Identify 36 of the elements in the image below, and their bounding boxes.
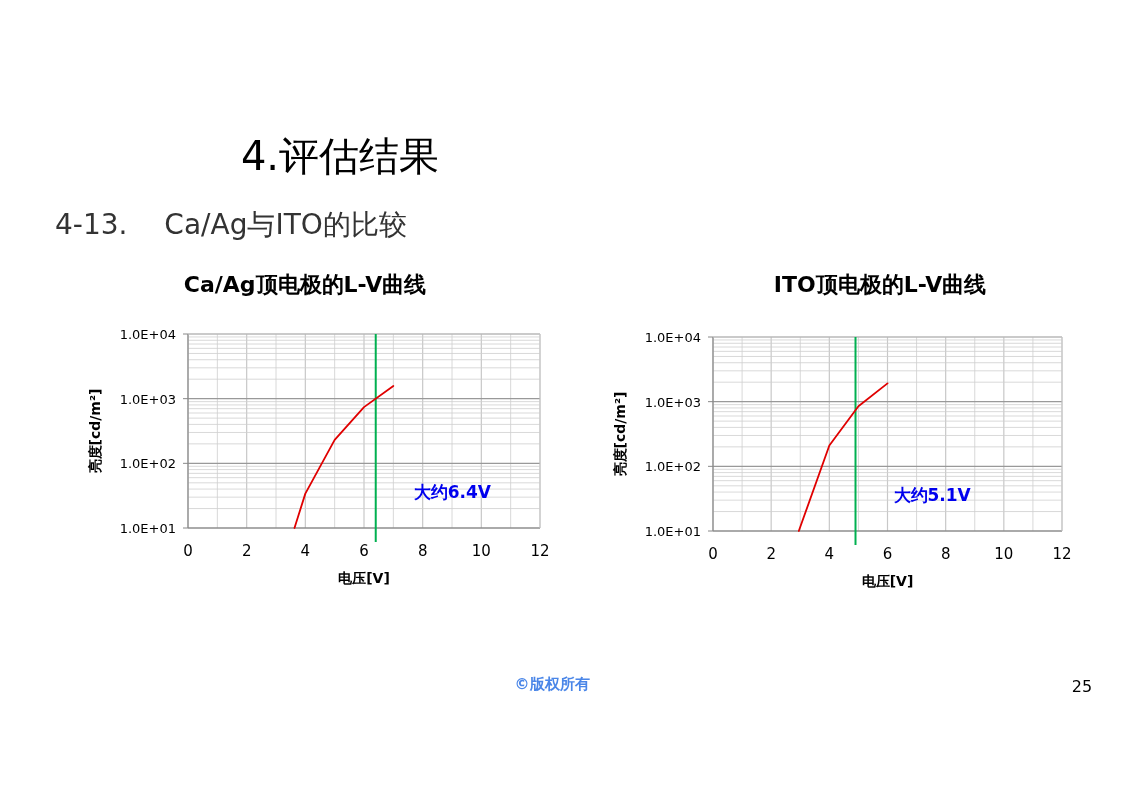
x-tick-label: 10 (471, 542, 491, 560)
x-tick-label: 6 (882, 545, 893, 563)
text: 25 (1071, 677, 1093, 696)
y-tick-label: 1.0E+01 (644, 524, 701, 539)
text: ©版权所有 (514, 675, 590, 693)
y-tick-label: 1.0E+01 (119, 521, 176, 536)
chart-title: ITO顶电极的L-V曲线 (773, 272, 987, 297)
x-axis-title: 电压[V] (338, 570, 390, 586)
line-series (293, 385, 395, 529)
y-tick-label: 1.0E+03 (644, 394, 701, 410)
text: 4-13. Ca/Ag与ITO的比较 (55, 208, 407, 241)
y-tick-label: 1.0E+04 (119, 327, 176, 342)
y-axis-title: 亮度[cd/m²] (612, 391, 628, 478)
y-tick-label: 1.0E+02 (119, 456, 176, 472)
ref-line-label: 大约6.4V (413, 482, 492, 502)
x-tick-label: 8 (417, 542, 428, 560)
chart-title: Ca/Ag顶电极的L-V曲线 (183, 272, 427, 297)
x-axis-title: 电压[V] (861, 573, 914, 589)
x-tick-label: 0 (708, 545, 718, 563)
x-tick-label: 10 (994, 545, 1014, 563)
x-tick-label: 6 (359, 542, 369, 560)
y-tick-label: 1.0E+02 (644, 459, 701, 475)
x-tick-label: 4 (824, 545, 835, 563)
x-tick-label: 2 (241, 542, 252, 560)
x-tick-label: 8 (940, 545, 951, 563)
y-axis-title: 亮度[cd/m²] (87, 388, 103, 475)
ref-line-label: 大约5.1V (893, 485, 972, 505)
y-tick-label: 1.0E+04 (644, 330, 701, 345)
x-tick-label: 4 (300, 542, 311, 560)
line-series (797, 382, 889, 532)
x-tick-label: 0 (183, 542, 193, 560)
text: 4.评估结果 (240, 133, 440, 179)
x-tick-label: 12 (1052, 545, 1072, 563)
y-tick-label: 1.0E+03 (119, 391, 176, 407)
x-tick-label: 12 (530, 542, 550, 560)
x-tick-label: 2 (766, 545, 776, 563)
